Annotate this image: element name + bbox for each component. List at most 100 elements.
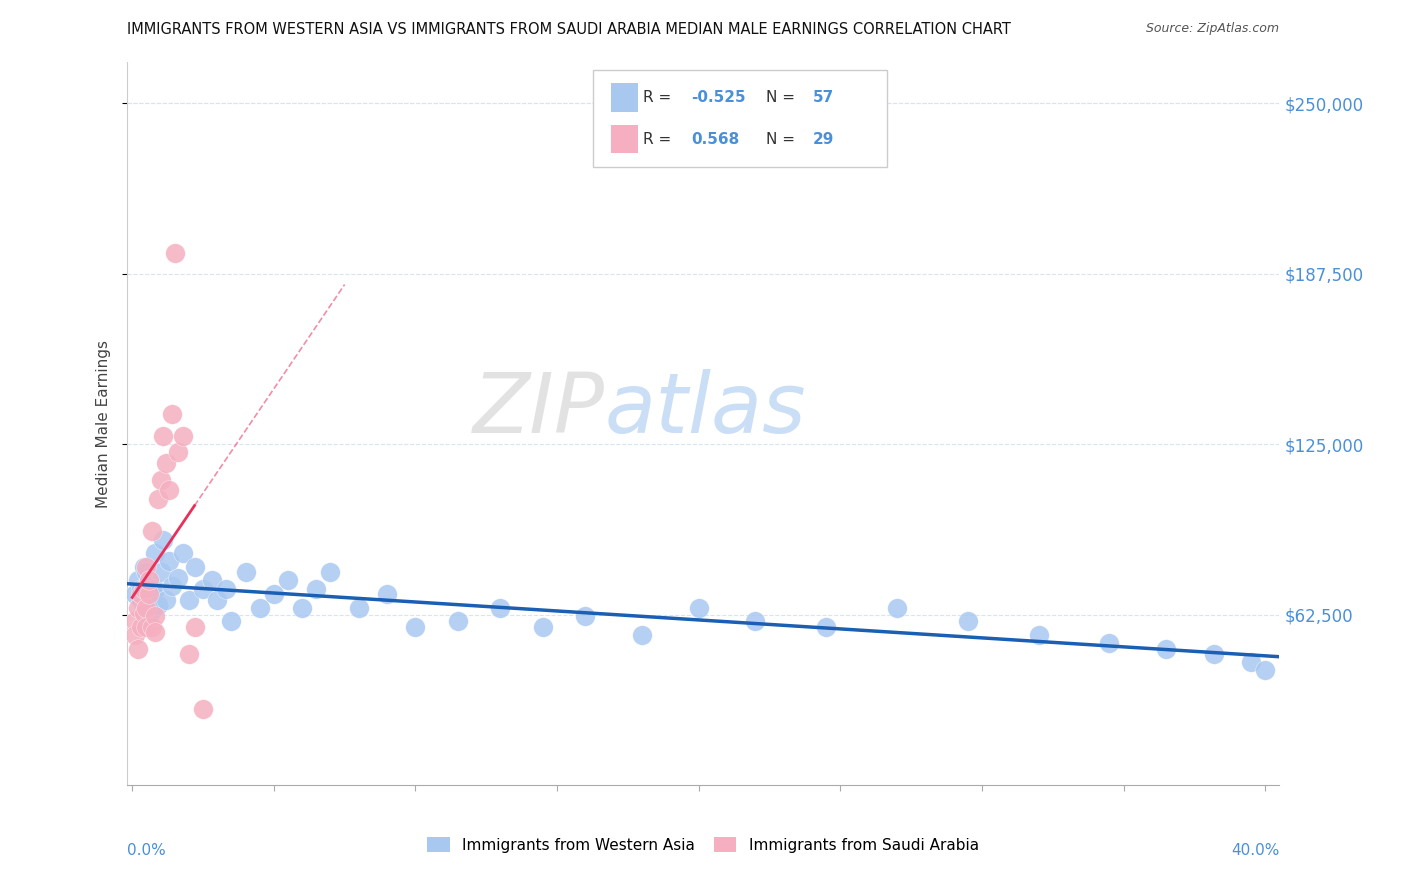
Point [172, 429, 194, 443]
Text: IMMIGRANTS FROM WESTERN ASIA VS IMMIGRANTS FROM SAUDI ARABIA MEDIAN MALE EARNING: IMMIGRANTS FROM WESTERN ASIA VS IMMIGRAN… [127, 22, 1011, 37]
Point [141, 524, 163, 539]
Point [129, 582, 152, 596]
Point [263, 587, 285, 601]
Point [155, 592, 177, 607]
Point [152, 429, 174, 443]
Point [531, 620, 554, 634]
Point [149, 473, 172, 487]
Point [177, 647, 200, 661]
Point [152, 533, 174, 547]
Legend: Immigrants from Western Asia, Immigrants from Saudi Arabia: Immigrants from Western Asia, Immigrants… [419, 830, 987, 861]
Point [135, 559, 157, 574]
Point [135, 587, 157, 601]
Point [215, 582, 238, 596]
Point [191, 582, 214, 596]
Point [135, 600, 157, 615]
Text: 57: 57 [813, 90, 834, 105]
Point [347, 600, 370, 615]
Point [138, 608, 160, 623]
Point [141, 620, 163, 634]
Point [124, 628, 146, 642]
Point [631, 628, 654, 642]
Point [205, 592, 228, 607]
Point [405, 620, 427, 634]
Point [138, 592, 160, 607]
Point [129, 592, 152, 607]
Point [135, 566, 157, 580]
Point [1154, 641, 1177, 656]
Text: atlas: atlas [605, 368, 807, 450]
Text: -0.525: -0.525 [692, 90, 747, 105]
Point [163, 246, 186, 260]
Point [277, 574, 299, 588]
Point [127, 641, 149, 656]
Point [124, 587, 146, 601]
Point [574, 608, 596, 623]
Point [146, 598, 169, 612]
Point [127, 574, 149, 588]
Text: R =: R = [643, 90, 676, 105]
Point [319, 566, 342, 580]
Point [886, 600, 908, 615]
Text: N =: N = [766, 131, 800, 146]
Point [249, 600, 271, 615]
Point [135, 620, 157, 634]
Point [1204, 647, 1226, 661]
Point [127, 600, 149, 615]
Point [132, 582, 155, 596]
Text: ZIP: ZIP [472, 368, 605, 450]
Point [143, 625, 166, 640]
Point [172, 546, 194, 560]
Point [135, 579, 157, 593]
Point [160, 579, 183, 593]
Point [129, 587, 152, 601]
Point [143, 608, 166, 623]
Point [183, 620, 205, 634]
Y-axis label: Median Male Earnings: Median Male Earnings [96, 340, 111, 508]
Text: 0.568: 0.568 [692, 131, 740, 146]
Point [305, 582, 328, 596]
Point [166, 571, 188, 585]
Text: R =: R = [643, 131, 681, 146]
Point [291, 600, 314, 615]
Point [688, 600, 710, 615]
Point [1240, 655, 1263, 669]
Point [183, 559, 205, 574]
Point [141, 603, 163, 617]
Point [1098, 636, 1121, 650]
Point [157, 554, 180, 568]
Point [375, 587, 398, 601]
Text: Source: ZipAtlas.com: Source: ZipAtlas.com [1146, 22, 1279, 36]
Point [160, 407, 183, 421]
Point [744, 615, 766, 629]
Point [157, 483, 180, 498]
Point [155, 456, 177, 470]
Point [1254, 664, 1277, 678]
Point [489, 600, 512, 615]
Point [124, 615, 146, 629]
FancyBboxPatch shape [610, 83, 638, 112]
Point [191, 701, 214, 715]
Point [132, 606, 155, 620]
Point [143, 582, 166, 596]
Point [815, 620, 838, 634]
Point [149, 566, 172, 580]
Point [143, 546, 166, 560]
FancyBboxPatch shape [610, 125, 638, 153]
Point [235, 566, 257, 580]
Point [221, 615, 243, 629]
Point [956, 615, 979, 629]
Point [132, 600, 155, 615]
Point [166, 445, 188, 459]
Text: 0.0%: 0.0% [127, 843, 166, 858]
Point [141, 582, 163, 596]
Point [129, 620, 152, 634]
Point [138, 587, 160, 601]
Text: N =: N = [766, 90, 800, 105]
Point [177, 592, 200, 607]
Point [200, 574, 222, 588]
Point [1028, 628, 1050, 642]
Point [447, 615, 470, 629]
Text: 40.0%: 40.0% [1232, 843, 1279, 858]
Point [138, 574, 160, 588]
